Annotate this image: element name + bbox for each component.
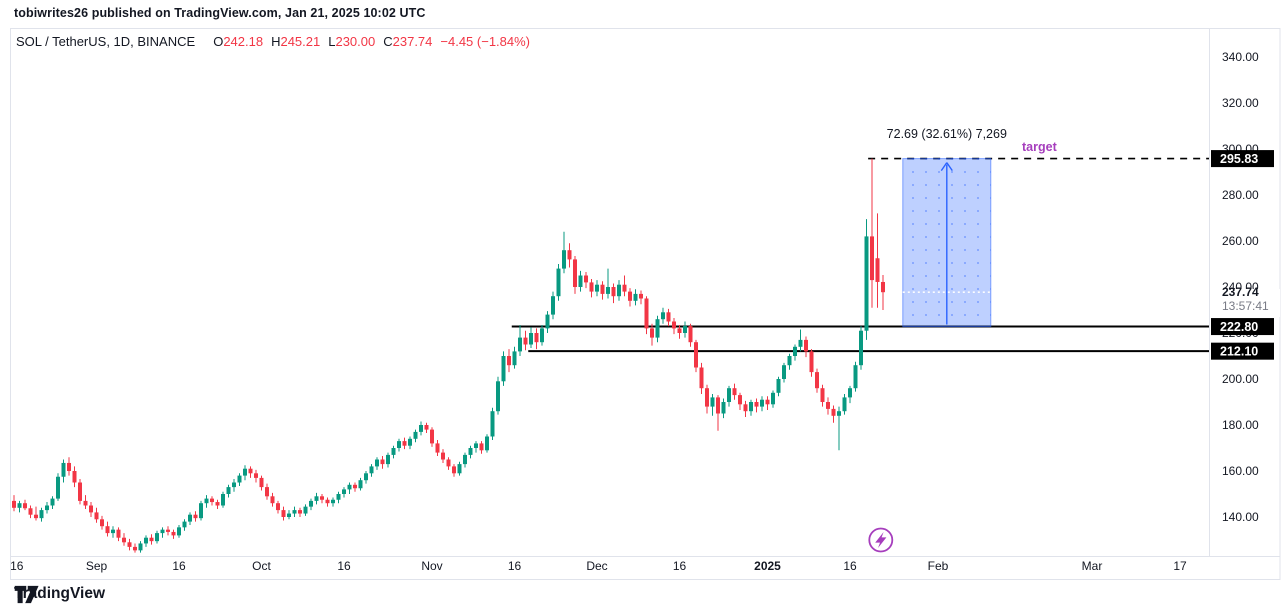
svg-text:16: 16: [10, 559, 24, 573]
ohlc-key: O: [213, 34, 224, 49]
symbol-legend: SOL / TetherUS, 1D, BINANCE O242.18 H245.2…: [16, 34, 530, 49]
ohlc-key: L: [328, 34, 336, 49]
ohlc-key: H: [271, 34, 281, 49]
change-value: −4.45 (−1.84%): [440, 34, 531, 49]
svg-text:212.10: 212.10: [1220, 345, 1258, 359]
ohlc-value: 237.74: [392, 34, 433, 49]
svg-text:16: 16: [337, 559, 351, 573]
svg-text:222.80: 222.80: [1220, 320, 1258, 334]
target-text-label[interactable]: target: [1022, 140, 1058, 154]
svg-text:280.00: 280.00: [1222, 188, 1259, 202]
svg-text:260.00: 260.00: [1222, 234, 1259, 248]
svg-text:340.00: 340.00: [1222, 50, 1259, 64]
time-axis[interactable]: 16 Sep 16 Oct 16 Nov 16 Dec 16 2025 16 Feb Mar 17: [10, 559, 1187, 573]
target-price-badge: 295.83: [1211, 150, 1274, 168]
ohlc-values: O242.18 H245.21 L230.00 C237.74: [205, 34, 432, 49]
svg-text:2025: 2025: [754, 559, 781, 573]
tradingview-logo[interactable]: TradingView: [14, 585, 105, 604]
svg-text:200.00: 200.00: [1222, 372, 1259, 386]
svg-text:160.00: 160.00: [1222, 464, 1259, 478]
svg-text:Sep: Sep: [86, 559, 108, 573]
svg-text:140.00: 140.00: [1222, 510, 1259, 524]
svg-text:295.83: 295.83: [1220, 152, 1258, 166]
svg-text:Nov: Nov: [421, 559, 442, 573]
svg-text:16: 16: [843, 559, 857, 573]
svg-text:16: 16: [673, 559, 687, 573]
price-axis[interactable]: 340.00320.00300.00280.00260.00240.00220.…: [1210, 50, 1280, 524]
projection-measure-label: 72.69 (32.61%) 7,269: [887, 127, 1007, 141]
symbol-title: SOL / TetherUS, 1D, BINANCE: [16, 34, 196, 49]
lightning-bolt-icon[interactable]: [868, 527, 894, 553]
level-badge-1: 222.80: [1211, 318, 1274, 336]
svg-text:16: 16: [172, 559, 186, 573]
svg-text:Mar: Mar: [1082, 559, 1103, 573]
level-badge-2: 212.10: [1211, 342, 1274, 360]
tradingview-logo-icon: [14, 585, 39, 604]
projection-box[interactable]: [902, 158, 992, 328]
ohlc-value: 245.21: [280, 34, 321, 49]
svg-text:Oct: Oct: [252, 559, 271, 573]
attribution-bar: tobiwrites26 published on TradingView.co…: [14, 6, 426, 20]
last-price-label: 237.74: [1222, 285, 1259, 299]
svg-text:Dec: Dec: [586, 559, 607, 573]
attribution-text: tobiwrites26 published on TradingView.co…: [14, 6, 426, 20]
svg-text:180.00: 180.00: [1222, 418, 1259, 432]
ohlc-value: 230.00: [335, 34, 376, 49]
bar-countdown: 13:57:41: [1222, 299, 1269, 313]
ohlc-key: C: [383, 34, 393, 49]
svg-text:16: 16: [508, 559, 522, 573]
svg-text:320.00: 320.00: [1222, 96, 1259, 110]
ohlc-value: 242.18: [223, 34, 264, 49]
svg-text:17: 17: [1173, 559, 1187, 573]
svg-text:Feb: Feb: [928, 559, 949, 573]
